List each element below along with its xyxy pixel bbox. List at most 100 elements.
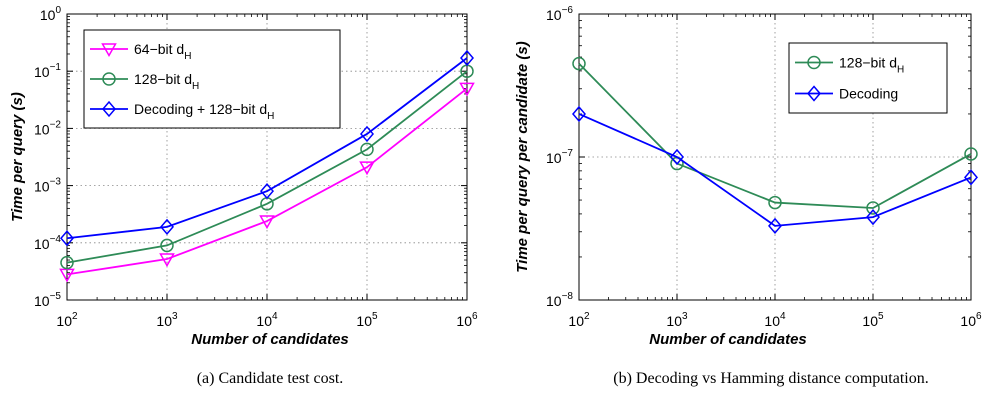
series-line	[578, 113, 972, 227]
x-tick-label-exponent: 6	[472, 311, 478, 322]
x-tick-label-base: 10	[666, 313, 682, 329]
x-tick-label-base: 10	[764, 313, 780, 329]
y-tick-label-base: 10	[34, 179, 50, 195]
legend-label: Decoding	[839, 86, 898, 102]
legend-marker	[102, 72, 116, 86]
legend-marker	[101, 43, 117, 58]
legend-entry: 128−bit dH	[90, 71, 199, 92]
x-axis-label: Number of candidates	[191, 331, 349, 348]
y-tick-label-exponent: −2	[50, 119, 62, 130]
series-line	[66, 57, 468, 240]
x-tick-label-base: 10	[256, 313, 272, 329]
y-tick-label-exponent: −7	[562, 148, 574, 159]
y-tick-label-base: 10	[34, 121, 50, 137]
legend-entry: 64−bit dH	[90, 41, 191, 62]
legend-marker	[807, 85, 821, 102]
data-point	[459, 82, 475, 97]
y-tick-label-exponent: −1	[50, 62, 62, 73]
x-tick-label-base: 10	[456, 313, 472, 329]
y-tick-label-base: 10	[34, 236, 50, 252]
x-tick-label-exponent: 6	[976, 311, 982, 322]
y-tick-label: 10−4	[34, 234, 61, 252]
data-point	[768, 195, 782, 210]
x-tick-label-exponent: 3	[172, 311, 178, 322]
x-tick-label-exponent: 3	[682, 311, 688, 322]
y-tick-label-exponent: 0	[55, 5, 61, 16]
series-1	[572, 105, 978, 235]
series-0	[572, 56, 978, 215]
x-tick-label-base: 10	[568, 313, 584, 329]
data-point	[60, 230, 74, 247]
legend-entry: 128−bit dH	[795, 55, 904, 76]
x-tick-label: 106	[456, 311, 478, 329]
x-tick-label-exponent: 2	[72, 311, 78, 322]
x-tick-label-base: 10	[862, 313, 878, 329]
data-point	[670, 148, 684, 166]
x-tick-label-exponent: 5	[878, 311, 884, 322]
y-tick-label-exponent: −5	[50, 291, 62, 302]
series-line	[66, 87, 468, 276]
series-line	[66, 70, 468, 264]
legend-entry: Decoding	[795, 85, 898, 102]
data-point	[159, 253, 175, 268]
legend-label-subscript: H	[192, 81, 199, 92]
data-point	[572, 105, 586, 123]
legend-label-main: Decoding + 128−bit d	[134, 101, 267, 117]
x-tick-label-exponent: 2	[584, 311, 590, 322]
series-2	[60, 49, 474, 247]
data-point	[866, 208, 880, 226]
legend-box	[788, 42, 948, 114]
data-point	[59, 268, 75, 283]
legend-label-main: Decoding	[839, 86, 898, 102]
data-point	[964, 147, 978, 161]
y-tick-label: 10−5	[34, 291, 61, 309]
figure-caption: (b) Decoding vs Hamming distance computa…	[613, 370, 928, 387]
data-point	[572, 56, 586, 71]
y-tick-label-exponent: −6	[562, 5, 574, 16]
legend-label-main: 128−bit d	[134, 71, 192, 87]
legend-label-main: 64−bit d	[134, 41, 184, 57]
legend-label: Decoding + 128−bit dH	[134, 101, 274, 122]
y-tick-label-exponent: −8	[562, 291, 574, 302]
x-tick-label: 102	[568, 311, 590, 329]
y-tick-label-base: 10	[34, 293, 50, 309]
y-axis-label: Time per query (s)	[9, 92, 26, 222]
x-tick-label-exponent: 4	[780, 311, 786, 322]
y-tick-label: 10−8	[546, 291, 573, 309]
data-point	[964, 169, 978, 186]
legend-entry: Decoding + 128−bit dH	[90, 100, 274, 122]
y-tick-label-exponent: −3	[50, 177, 62, 188]
legend-marker	[102, 100, 116, 118]
x-tick-label: 103	[156, 311, 178, 329]
x-tick-label-base: 10	[156, 313, 172, 329]
legend-label-subscript: H	[267, 111, 274, 122]
data-point	[768, 217, 782, 235]
x-tick-label-base: 10	[356, 313, 372, 329]
legend-label-subscript: H	[897, 65, 904, 76]
data-point	[360, 125, 374, 143]
x-tick-label: 106	[960, 311, 982, 329]
x-tick-label: 105	[356, 311, 378, 329]
y-tick-label-base: 10	[546, 7, 562, 23]
x-axis-label: Number of candidates	[649, 331, 807, 348]
y-tick-label-base: 10	[34, 64, 50, 80]
legend-label: 128−bit dH	[839, 55, 904, 76]
legend-marker	[807, 55, 821, 70]
legend-label: 128−bit dH	[134, 71, 199, 92]
x-tick-label: 104	[764, 311, 786, 329]
data-point	[160, 238, 174, 253]
x-tick-label: 103	[666, 311, 688, 329]
legend-label-subscript: H	[184, 51, 191, 62]
chart-candidate-test-cost: 102 103 104 105 10610−510−410−310−210−1100Nu…	[9, 5, 478, 387]
legend-label: 64−bit dH	[134, 41, 191, 62]
series-line	[578, 62, 972, 209]
data-point	[866, 201, 880, 215]
y-tick-label: 10−6	[546, 5, 573, 23]
series-0	[59, 82, 475, 283]
y-tick-label: 10−3	[34, 177, 61, 195]
data-point	[60, 255, 74, 270]
legend: 128−bit dH Decoding	[788, 42, 948, 114]
